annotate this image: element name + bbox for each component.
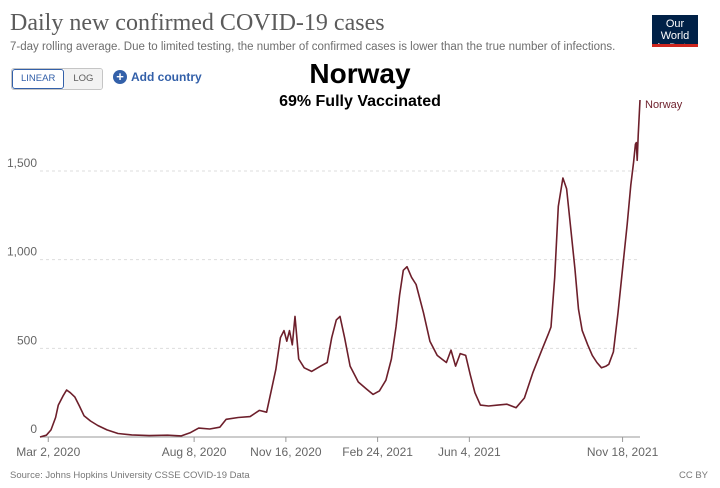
log-scale-button[interactable]: LOG	[64, 69, 103, 89]
add-country-label: Add country	[131, 70, 202, 84]
linear-scale-button[interactable]: LINEAR	[12, 69, 65, 89]
y-tick-label: 0	[30, 422, 37, 436]
x-tick-label: Feb 24, 2021	[342, 445, 413, 459]
series-line-norway	[39, 99, 641, 438]
source-note[interactable]: Source: Johns Hopkins University CSSE CO…	[10, 470, 250, 481]
y-tick-label: 1,000	[7, 245, 37, 259]
grid-layer	[40, 170, 640, 349]
chart-subtitle: 7-day rolling average. Due to limited te…	[10, 41, 616, 53]
scale-toggle: LINEAR LOG	[11, 68, 104, 90]
x-tick-label: Nov 16, 2020	[250, 445, 322, 459]
overlay-subtitle: 69% Fully Vaccinated	[279, 93, 441, 110]
add-country-button[interactable]: + Add country	[113, 70, 202, 84]
x-tick-label: Nov 18, 2021	[587, 445, 659, 459]
y-tick-label: 1,500	[7, 156, 37, 170]
series-layer: Norway	[39, 99, 683, 438]
y-tick-label: 500	[17, 333, 37, 347]
x-tick-label: Aug 8, 2020	[162, 445, 227, 459]
logo-accent-bar	[652, 44, 698, 47]
license-label[interactable]: CC BY	[678, 470, 708, 481]
plus-circle-icon: +	[113, 70, 127, 84]
series-end-label: Norway	[645, 99, 683, 111]
owid-logo[interactable]: Our World in Data	[652, 15, 698, 54]
x-tick-label: Mar 2, 2020	[16, 445, 80, 459]
chart-title: Daily new confirmed COVID-19 cases	[10, 10, 385, 36]
x-tick-label: Jun 4, 2021	[438, 445, 501, 459]
logo-line-1: Our World	[660, 18, 690, 42]
overlay-title: Norway	[309, 58, 411, 89]
axis-layer: 0 500 1,000 1,500 Mar 2, 2020 Aug 8, 2020 Nov …	[7, 156, 659, 459]
